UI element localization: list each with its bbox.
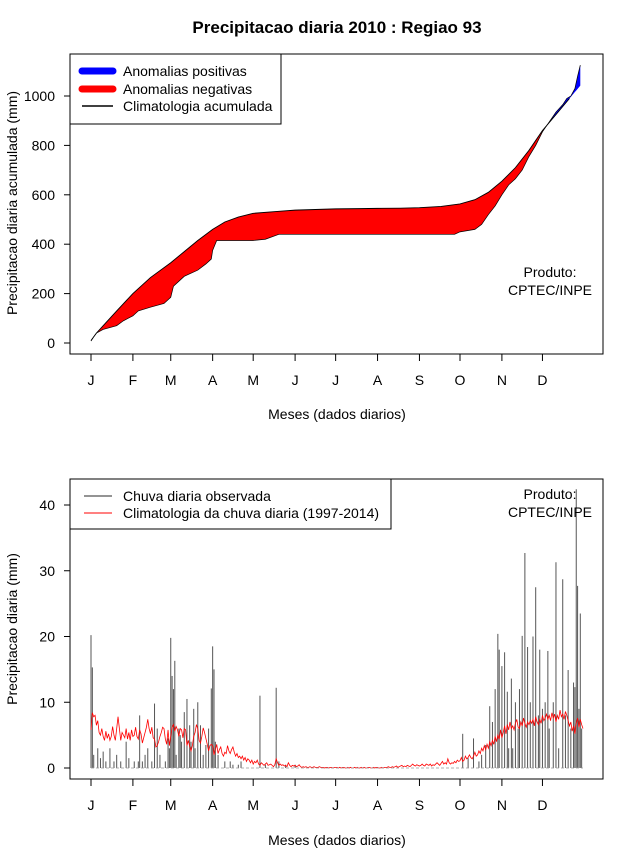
cumulative-legend: Anomalias positivas Anomalias negativas … [69,53,282,125]
daily-x-axis-label: Meses (dados diarios) [268,832,406,848]
cumulative-y-axis: 0 200 400 600 800 1000 [24,88,71,351]
x-tick-label: M [165,797,177,813]
x-tick-label: O [455,797,466,813]
x-tick-label: F [129,797,138,813]
x-tick-label: A [208,372,218,388]
y-tick-label: 10 [39,694,55,710]
y-tick-label: 0 [47,335,55,351]
cumulative-anomaly-areas [91,65,581,342]
daily-panel: 0 10 20 30 40 J F M A M J J A S O N D Precipitacao diar… [4,478,604,848]
negative-anomaly-area [91,85,581,342]
cumulative-panel: 0 200 400 600 800 1000 J F M A M J J A S O N D Precipita… [4,53,604,422]
y-tick-label: 0 [47,760,55,776]
y-tick-label: 30 [39,563,55,579]
legend-observed-label: Chuva diaria observada [123,488,271,504]
x-tick-label: F [129,372,138,388]
daily-y-axis: 0 10 20 30 40 [39,497,71,776]
climatology-cumulative-line [90,98,570,341]
y-tick-label: 400 [32,236,56,252]
x-tick-label: N [497,372,507,388]
x-tick-label: J [88,372,95,388]
cumulative-credit-line-1: Produto: [524,264,577,280]
cumulative-y-axis-label: Precipitacao diaria acumulada (mm) [4,91,20,315]
x-tick-label: S [415,797,424,813]
x-tick-label: N [497,797,507,813]
cumulative-credit-line-2: CPTEC/INPE [508,282,592,298]
daily-credit-line-1: Produto: [524,486,577,502]
daily-climatology [90,710,584,769]
x-tick-label: A [373,797,383,813]
y-tick-label: 40 [39,497,55,513]
daily-legend: Chuva diaria observada Climatologia da c… [69,478,392,530]
daily-climatology-line [90,710,584,769]
x-tick-label: M [165,372,177,388]
legend-climatology-label: Climatologia acumulada [123,98,273,114]
x-tick-label: J [332,372,339,388]
x-tick-label: J [88,797,95,813]
x-tick-label: S [415,372,424,388]
legend-daily-climatology-label: Climatologia da chuva diaria (1997-2014) [123,505,379,521]
x-tick-label: A [208,797,218,813]
daily-credit-line-2: CPTEC/INPE [508,504,592,520]
x-tick-label: J [292,797,299,813]
y-tick-label: 20 [39,629,55,645]
x-tick-label: D [537,797,547,813]
x-tick-label: D [537,372,547,388]
daily-y-axis-label: Precipitacao diaria (mm) [4,553,20,705]
observed-cumulative-line [90,65,581,342]
legend-negative-anomaly-label: Anomalias negativas [123,81,252,97]
x-tick-label: J [332,797,339,813]
daily-legend-box [69,478,392,530]
cumulative-x-axis-label: Meses (dados diarios) [268,406,406,422]
daily-observed-bars [90,489,583,768]
x-tick-label: M [247,372,259,388]
y-tick-label: 800 [32,137,56,153]
legend-positive-anomaly-label: Anomalias positivas [123,63,247,79]
x-tick-label: A [373,372,383,388]
chart-title: Precipitacao diaria 2010 : Regiao 93 [192,18,481,37]
x-tick-label: M [247,797,259,813]
y-tick-label: 600 [32,187,56,203]
y-tick-label: 1000 [24,88,55,104]
cumulative-lines [90,65,581,342]
x-tick-label: O [455,372,466,388]
y-tick-label: 200 [32,286,56,302]
x-tick-label: J [292,372,299,388]
